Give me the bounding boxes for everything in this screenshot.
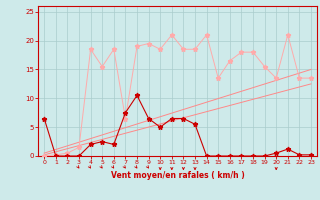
X-axis label: Vent moyen/en rafales ( km/h ): Vent moyen/en rafales ( km/h ) — [111, 171, 244, 180]
